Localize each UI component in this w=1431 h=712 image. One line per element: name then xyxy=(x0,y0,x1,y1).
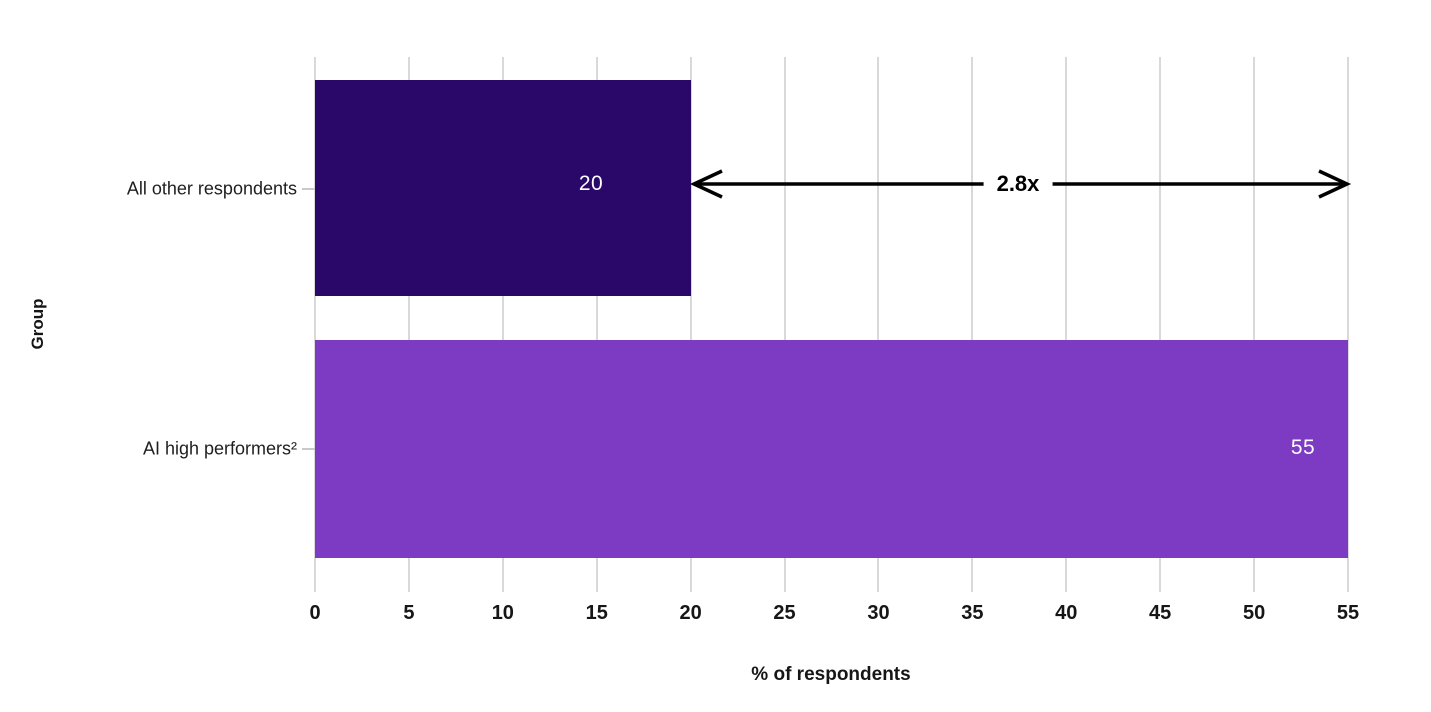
gridline xyxy=(689,57,692,592)
x-tick-label: 50 xyxy=(1242,602,1266,624)
gridline xyxy=(877,57,880,592)
x-tick-label: 55 xyxy=(1336,602,1360,624)
gridline xyxy=(314,57,316,592)
gridline xyxy=(407,57,410,592)
x-tick-label: 40 xyxy=(1055,602,1078,624)
x-tick-label: 30 xyxy=(867,602,890,624)
x-tick-label: 25 xyxy=(773,602,796,624)
x-tick-label: 5 xyxy=(403,602,415,624)
x-tick-label: 45 xyxy=(1149,602,1172,624)
x-axis-title: % of respondents xyxy=(751,664,911,685)
x-tick-label: 20 xyxy=(679,602,702,624)
multiplier-annotation: 2.8x xyxy=(983,171,1053,197)
bar-all-other-respondents xyxy=(315,80,691,296)
gridline xyxy=(595,57,598,592)
y-tick-mark xyxy=(302,188,315,190)
x-tick-label: 35 xyxy=(961,602,984,624)
gridline xyxy=(1347,57,1349,592)
category-label-all-other-respondents: All other respondents xyxy=(126,178,297,199)
gridline xyxy=(501,57,504,592)
bar-ai-high-performers xyxy=(315,340,1348,558)
x-tick-label: 10 xyxy=(491,602,514,624)
gridline xyxy=(1065,57,1068,592)
bar-value-label: 55 xyxy=(1290,436,1316,459)
x-tick-label: 0 xyxy=(309,602,321,624)
category-label-ai-high-performers: AI high performers² xyxy=(142,438,297,459)
gridline xyxy=(1159,57,1162,592)
gridline xyxy=(971,57,974,592)
bar-value-label: 20 xyxy=(578,172,604,195)
y-tick-mark xyxy=(302,448,315,450)
x-tick-label: 15 xyxy=(585,602,608,624)
gridline xyxy=(783,57,786,592)
gridline xyxy=(1253,57,1256,592)
y-axis-title: Group xyxy=(28,298,47,350)
